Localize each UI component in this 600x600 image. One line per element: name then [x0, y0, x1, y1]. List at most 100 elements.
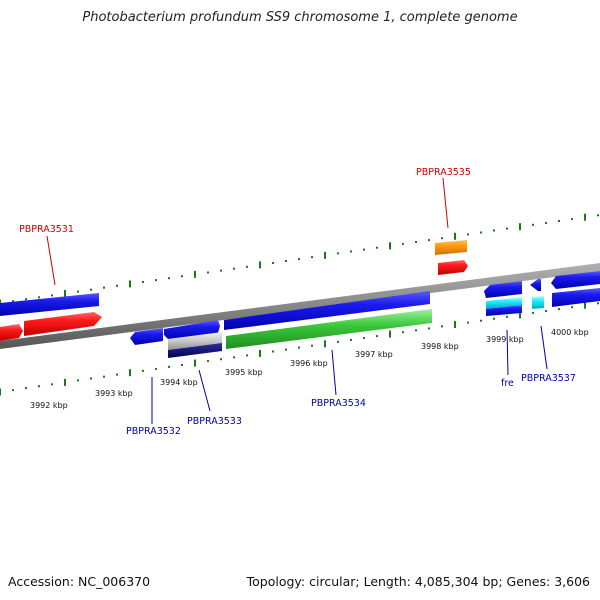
lower-track-tick [480, 319, 482, 322]
upper-track-tick [220, 269, 222, 272]
map-title: Photobacterium profundum SS9 chromosome … [82, 10, 518, 25]
lower-track-tick [519, 311, 521, 319]
upper-track-tick [415, 241, 417, 243]
gene-label-pbpra3531[interactable]: PBPRA3531 [19, 224, 74, 235]
gene-label-pbpra3532[interactable]: PBPRA3532 [126, 426, 181, 437]
upper-track-tick [454, 232, 456, 240]
upper-track-tick [428, 239, 430, 242]
kbp-label: 3996 kbp [290, 359, 328, 368]
upper-track-tick [77, 290, 79, 293]
upper-track-tick [233, 267, 235, 270]
reverse-strand-genes [130, 288, 600, 358]
gene-blue-forward-5[interactable] [530, 279, 541, 291]
lower-track-tick [155, 367, 157, 370]
lower-track-tick [168, 365, 170, 368]
lower-track-tick [337, 340, 339, 343]
gene-red-forward-0[interactable] [0, 324, 23, 341]
kbp-label: 3995 kbp [225, 368, 263, 377]
gene-fre-blue[interactable] [486, 305, 522, 316]
lower-track-tick [90, 377, 92, 380]
lower-track-tick [298, 346, 300, 349]
upper-track-tick [584, 213, 586, 221]
upper-track-tick [38, 296, 40, 299]
upper-track-tick [129, 280, 131, 288]
upper-track-tick [493, 229, 495, 232]
gene-label-leaders [46, 177, 548, 424]
kbp-label: 3992 kbp [30, 401, 68, 410]
upper-track-tick [142, 281, 144, 283]
lower-track-tick [415, 329, 417, 332]
lower-track-tick [64, 378, 66, 386]
lower-track-tick [558, 308, 560, 311]
gene-blue-reverse-end[interactable] [552, 288, 600, 307]
lower-track-tick [363, 337, 365, 339]
lower-track-tick [311, 344, 313, 347]
gene-label-fre[interactable]: fre [501, 378, 514, 389]
upper-track-tick [155, 279, 157, 282]
gene-pbpra3537[interactable] [532, 296, 544, 309]
lower-track-tick [532, 311, 534, 314]
topology-text: Topology: circular; Length: 4,085,304 bp… [246, 574, 590, 589]
lower-track-tick [220, 358, 222, 361]
upper-track-tick [441, 237, 443, 240]
lower-track-tick [12, 389, 14, 392]
lower-track-tick [103, 375, 105, 378]
gene-pbpra3534[interactable] [226, 309, 432, 349]
gene-pbpra3535-orange[interactable] [435, 240, 467, 255]
kbp-label: 3994 kbp [160, 378, 198, 387]
lower-track-tick [285, 348, 287, 351]
kbp-scale-labels: 3992 kbp 3993 kbp 3994 kbp 3995 kbp 3996… [30, 328, 589, 410]
gene-label-pbpra3533[interactable]: PBPRA3533 [187, 416, 242, 427]
lower-track-tick [142, 369, 144, 372]
gene-label-pbpra3534[interactable]: PBPRA3534 [311, 398, 366, 409]
gene-pbpra3531[interactable] [0, 293, 99, 316]
upper-track-tick [246, 265, 248, 268]
upper-track-tick [181, 275, 183, 278]
gene-label-pbpra3535[interactable]: PBPRA3535 [416, 167, 471, 178]
upper-track-tick [259, 261, 261, 269]
upper-track-tick [272, 262, 274, 264]
lower-track-tick [454, 321, 456, 328]
gene-blue-forward-6[interactable] [551, 271, 600, 289]
upper-track-tick [545, 221, 547, 224]
lower-track-tick [51, 383, 53, 386]
lower-track-tick [116, 373, 118, 376]
upper-track-tick [571, 218, 573, 221]
tick-tracks [0, 213, 599, 396]
kbp-label: 4000 kbp [551, 328, 589, 337]
lower-track-tick [350, 338, 352, 341]
lower-track-tick [467, 321, 469, 324]
gene-label-pbpra3537[interactable]: PBPRA3537 [521, 373, 576, 384]
kbp-label: 3999 kbp [486, 335, 524, 344]
upper-track-tick [480, 231, 482, 234]
lower-track-tick [428, 327, 430, 330]
gene-red-forward-1[interactable] [24, 312, 102, 336]
upper-track-tick [311, 256, 313, 259]
gene-pbpra3535-red[interactable] [438, 260, 468, 275]
lower-track-tick [324, 340, 326, 348]
upper-track-tick [51, 294, 53, 297]
upper-track-tick [103, 286, 105, 289]
upper-track-tick [467, 233, 469, 236]
gene-pbpra3533-gray[interactable] [168, 332, 222, 350]
lower-track-tick [259, 349, 261, 357]
genome-backbone [0, 263, 600, 349]
lower-track-tick [493, 317, 495, 320]
upper-track-tick [12, 300, 14, 303]
lower-track-tick [571, 306, 573, 309]
gene-fre[interactable] [484, 281, 522, 298]
upper-track-tick [558, 220, 560, 222]
gene-pbpra3532[interactable] [130, 328, 163, 345]
lower-track-tick [441, 325, 443, 328]
upper-track-tick [337, 252, 339, 255]
upper-track-tick [25, 298, 27, 301]
gene-blue-forward-3[interactable] [224, 291, 430, 330]
lower-track-tick [181, 364, 183, 366]
upper-track-tick [363, 248, 365, 251]
lower-track-tick [233, 356, 235, 359]
upper-track-tick [285, 260, 287, 263]
accession-text: Accession: NC_006370 [8, 574, 151, 589]
gene-pbpra3533-navy[interactable] [168, 343, 222, 358]
lower-track-tick [38, 385, 40, 388]
